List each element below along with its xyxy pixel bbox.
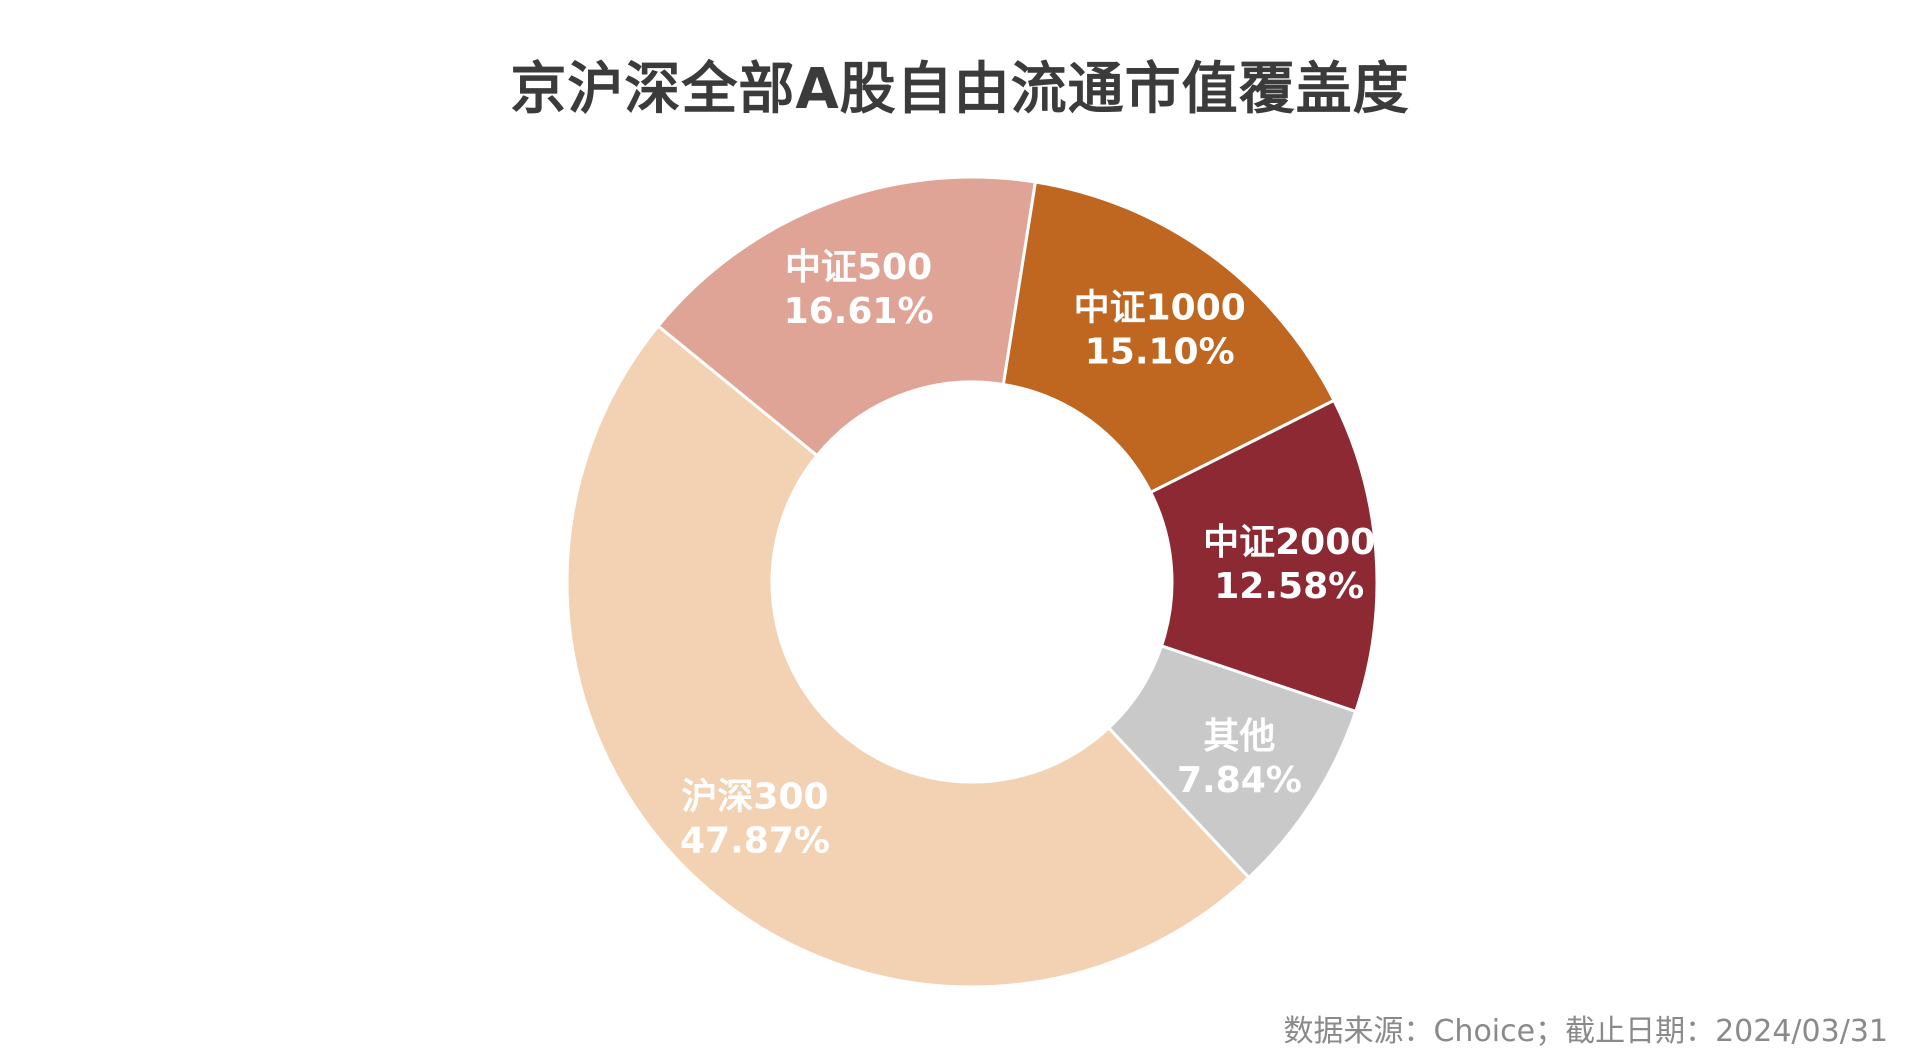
slice-name-label-3: 沪深300 <box>681 776 828 817</box>
slice-value-label-3: 47.87% <box>680 820 830 861</box>
slice-value-label-0: 15.10% <box>1085 331 1235 372</box>
slice-csi1000-0 <box>1001 180 1337 495</box>
slice-name-label-1: 中证2000 <box>1203 522 1375 563</box>
chart-title: 京沪深全部A股自由流通市值覆盖度 <box>510 57 1410 122</box>
slice-csi500-4 <box>656 175 1038 458</box>
slice-name-label-4: 中证500 <box>785 247 932 288</box>
slice-value-label-4: 16.61% <box>784 291 934 332</box>
slice-csi2000-1 <box>1148 398 1379 714</box>
slice-name-label-0: 中证1000 <box>1074 287 1246 328</box>
slice-value-label-2: 7.84% <box>1177 760 1302 801</box>
source-note: 数据来源：Choice；截止日期：2024/03/31 <box>1283 1014 1888 1049</box>
slice-csi300-3 <box>565 323 1251 989</box>
slice-name-label-2: 其他 <box>1203 716 1275 757</box>
slice-value-label-1: 12.58% <box>1214 566 1364 607</box>
donut-slices <box>565 175 1379 989</box>
